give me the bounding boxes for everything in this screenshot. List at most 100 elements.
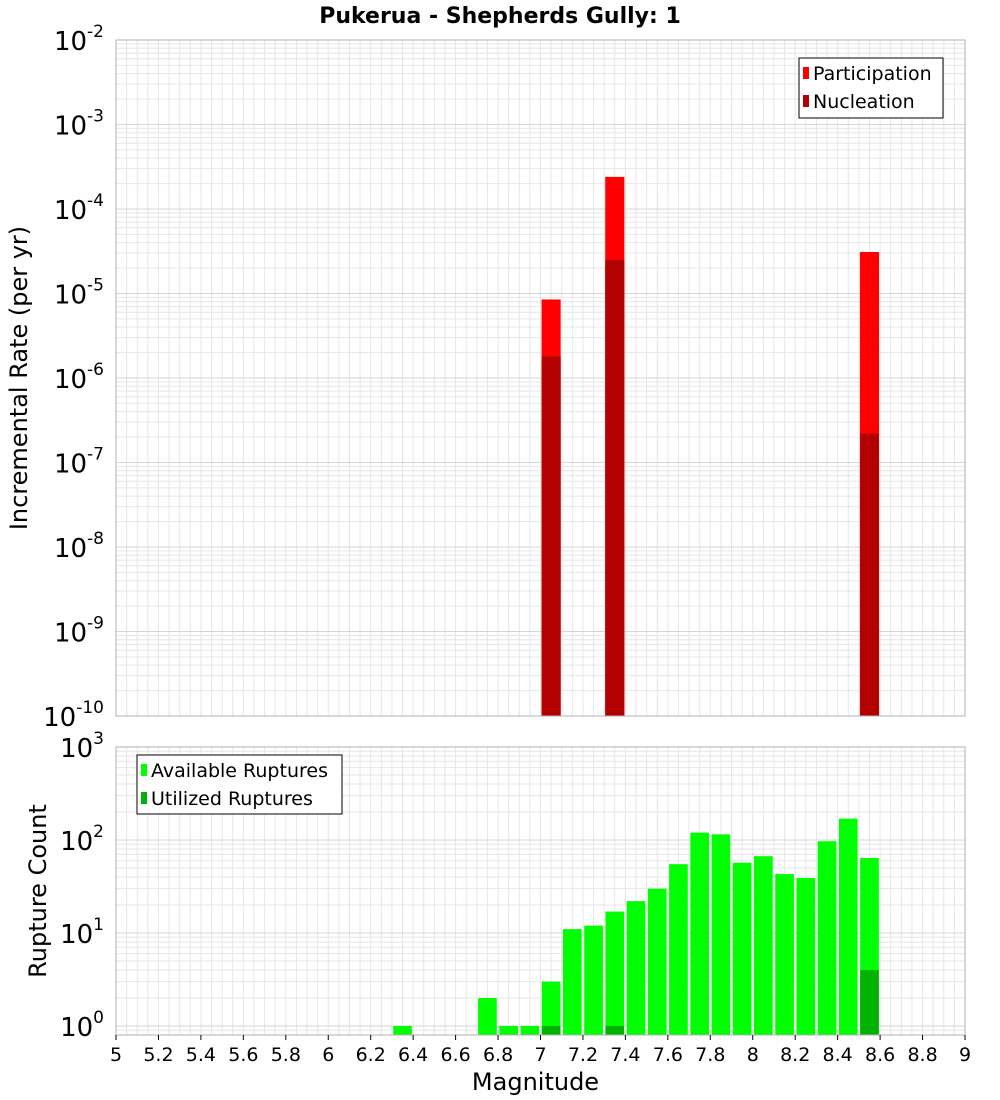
x-tick-label: 5 <box>110 1044 122 1066</box>
bar-available-ruptures <box>775 874 794 1035</box>
x-tick-label: 5.4 <box>186 1044 216 1066</box>
y-tick-base: 10 <box>60 734 93 764</box>
legend-2: Available Ruptures Utilized Ruptures <box>136 754 343 815</box>
x-tick-label: 6.2 <box>356 1044 386 1066</box>
legend-box <box>798 57 944 119</box>
bar-utilized-ruptures <box>605 1025 625 1035</box>
bar-available-ruptures <box>562 929 582 1035</box>
y-tick-base: 10 <box>54 365 87 395</box>
y-tick-label: 10-5 <box>54 276 104 311</box>
x-tick-label: 5.6 <box>228 1044 258 1066</box>
bar-utilized-ruptures <box>541 1025 561 1035</box>
x-tick-label: 6 <box>322 1044 334 1066</box>
bar-utilized-ruptures <box>860 969 879 1035</box>
y-tick-base: 10 <box>60 1013 93 1043</box>
y-tick-base: 10 <box>54 196 87 226</box>
y-tick-base: 10 <box>60 827 93 857</box>
y-tick-label: 10-10 <box>43 698 104 733</box>
bar-available-ruptures <box>605 911 625 1035</box>
y-tick-label: 102 <box>60 822 104 857</box>
y-tick-label: 10-6 <box>54 360 104 395</box>
y-tick-label: 10-3 <box>54 107 104 142</box>
bar-available-ruptures <box>754 856 773 1035</box>
legend-label: Available Ruptures <box>151 760 328 782</box>
x-tick-label: 8 <box>747 1044 759 1066</box>
y-tick-exponent: 2 <box>93 822 104 842</box>
y-tick-base: 10 <box>54 619 87 649</box>
bar-nucleation <box>541 356 561 716</box>
x-tick-label: 8.2 <box>780 1044 810 1066</box>
legend-swatch <box>141 764 147 776</box>
y-tick-label: 10-9 <box>54 614 104 649</box>
bar-available-ruptures <box>838 818 858 1035</box>
bar-available-ruptures <box>499 1025 519 1035</box>
legend-1: Participation Nucleation <box>798 57 944 119</box>
x-tick-label: 7.2 <box>568 1044 598 1066</box>
legend-label: Participation <box>813 63 932 85</box>
chart-title: Pukerua - Shepherds Gully: 1 <box>319 4 681 29</box>
bar-available-ruptures <box>478 997 497 1035</box>
bar-available-ruptures <box>669 864 688 1035</box>
x-tick-label: 7.6 <box>653 1044 683 1066</box>
y-tick-exponent: -7 <box>87 445 104 465</box>
legend-swatch <box>803 95 809 107</box>
x-tick-label: 6.4 <box>398 1044 428 1066</box>
x-tick-label: 9 <box>959 1044 971 1066</box>
y-tick-label: 101 <box>60 915 104 950</box>
x-tick-label: 8.8 <box>907 1044 937 1066</box>
x-tick-label: 6.8 <box>483 1044 513 1066</box>
legend-swatch <box>141 792 147 804</box>
y-tick-label: 100 <box>60 1008 104 1043</box>
y-tick-exponent: -5 <box>87 276 104 296</box>
x-tick-label: 7.8 <box>695 1044 725 1066</box>
bar-available-ruptures <box>732 862 752 1035</box>
y-axis-label: Rupture Count <box>24 804 52 978</box>
x-tick-label: 6.6 <box>440 1044 470 1066</box>
y-tick-exponent: -8 <box>87 529 104 549</box>
x-tick-label: 7.4 <box>610 1044 640 1066</box>
y-tick-base: 10 <box>43 703 76 733</box>
x-tick-label: 5.2 <box>143 1044 173 1066</box>
x-tick-label: 7 <box>534 1044 546 1066</box>
bar-available-ruptures <box>796 878 816 1035</box>
bar-available-ruptures <box>584 925 603 1035</box>
x-tick-label: 8.6 <box>865 1044 895 1066</box>
y-tick-base: 10 <box>54 27 87 57</box>
legend-label: Utilized Ruptures <box>151 788 313 810</box>
y-tick-exponent: 3 <box>93 729 104 749</box>
y-tick-exponent: 0 <box>93 1008 104 1028</box>
y-tick-exponent: -6 <box>87 360 104 380</box>
chart-panel-1: 10-1010-910-810-710-610-510-410-310-2Inc… <box>5 22 966 733</box>
y-tick-base: 10 <box>54 112 87 142</box>
y-tick-exponent: -9 <box>87 614 104 634</box>
y-tick-exponent: -10 <box>76 698 104 718</box>
legend-swatch <box>803 67 809 79</box>
bar-available-ruptures <box>520 1025 540 1035</box>
y-tick-base: 10 <box>60 920 93 950</box>
legend-box <box>136 754 343 815</box>
bar-nucleation <box>859 433 880 716</box>
y-tick-base: 10 <box>54 450 87 480</box>
bar-available-ruptures <box>647 888 667 1035</box>
bar-available-ruptures <box>690 832 710 1035</box>
y-tick-exponent: -2 <box>87 22 104 42</box>
y-axis-label: Incremental Rate (per yr) <box>5 226 33 530</box>
y-tick-base: 10 <box>54 534 87 564</box>
bar-available-ruptures <box>541 981 561 1035</box>
y-tick-label: 10-4 <box>54 191 104 226</box>
y-tick-exponent: -4 <box>87 191 104 211</box>
y-tick-exponent: -3 <box>87 107 104 127</box>
plot-frame <box>115 39 966 717</box>
bar-available-ruptures <box>817 841 837 1035</box>
y-tick-label: 10-8 <box>54 529 104 564</box>
bar-available-ruptures <box>711 834 731 1035</box>
x-tick-label: 5.8 <box>271 1044 301 1066</box>
y-tick-label: 10-7 <box>54 445 104 480</box>
y-tick-base: 10 <box>54 281 87 311</box>
x-axis-label: Magnitude <box>472 1068 599 1096</box>
y-tick-label: 103 <box>60 729 104 764</box>
y-tick-exponent: 1 <box>93 915 104 935</box>
